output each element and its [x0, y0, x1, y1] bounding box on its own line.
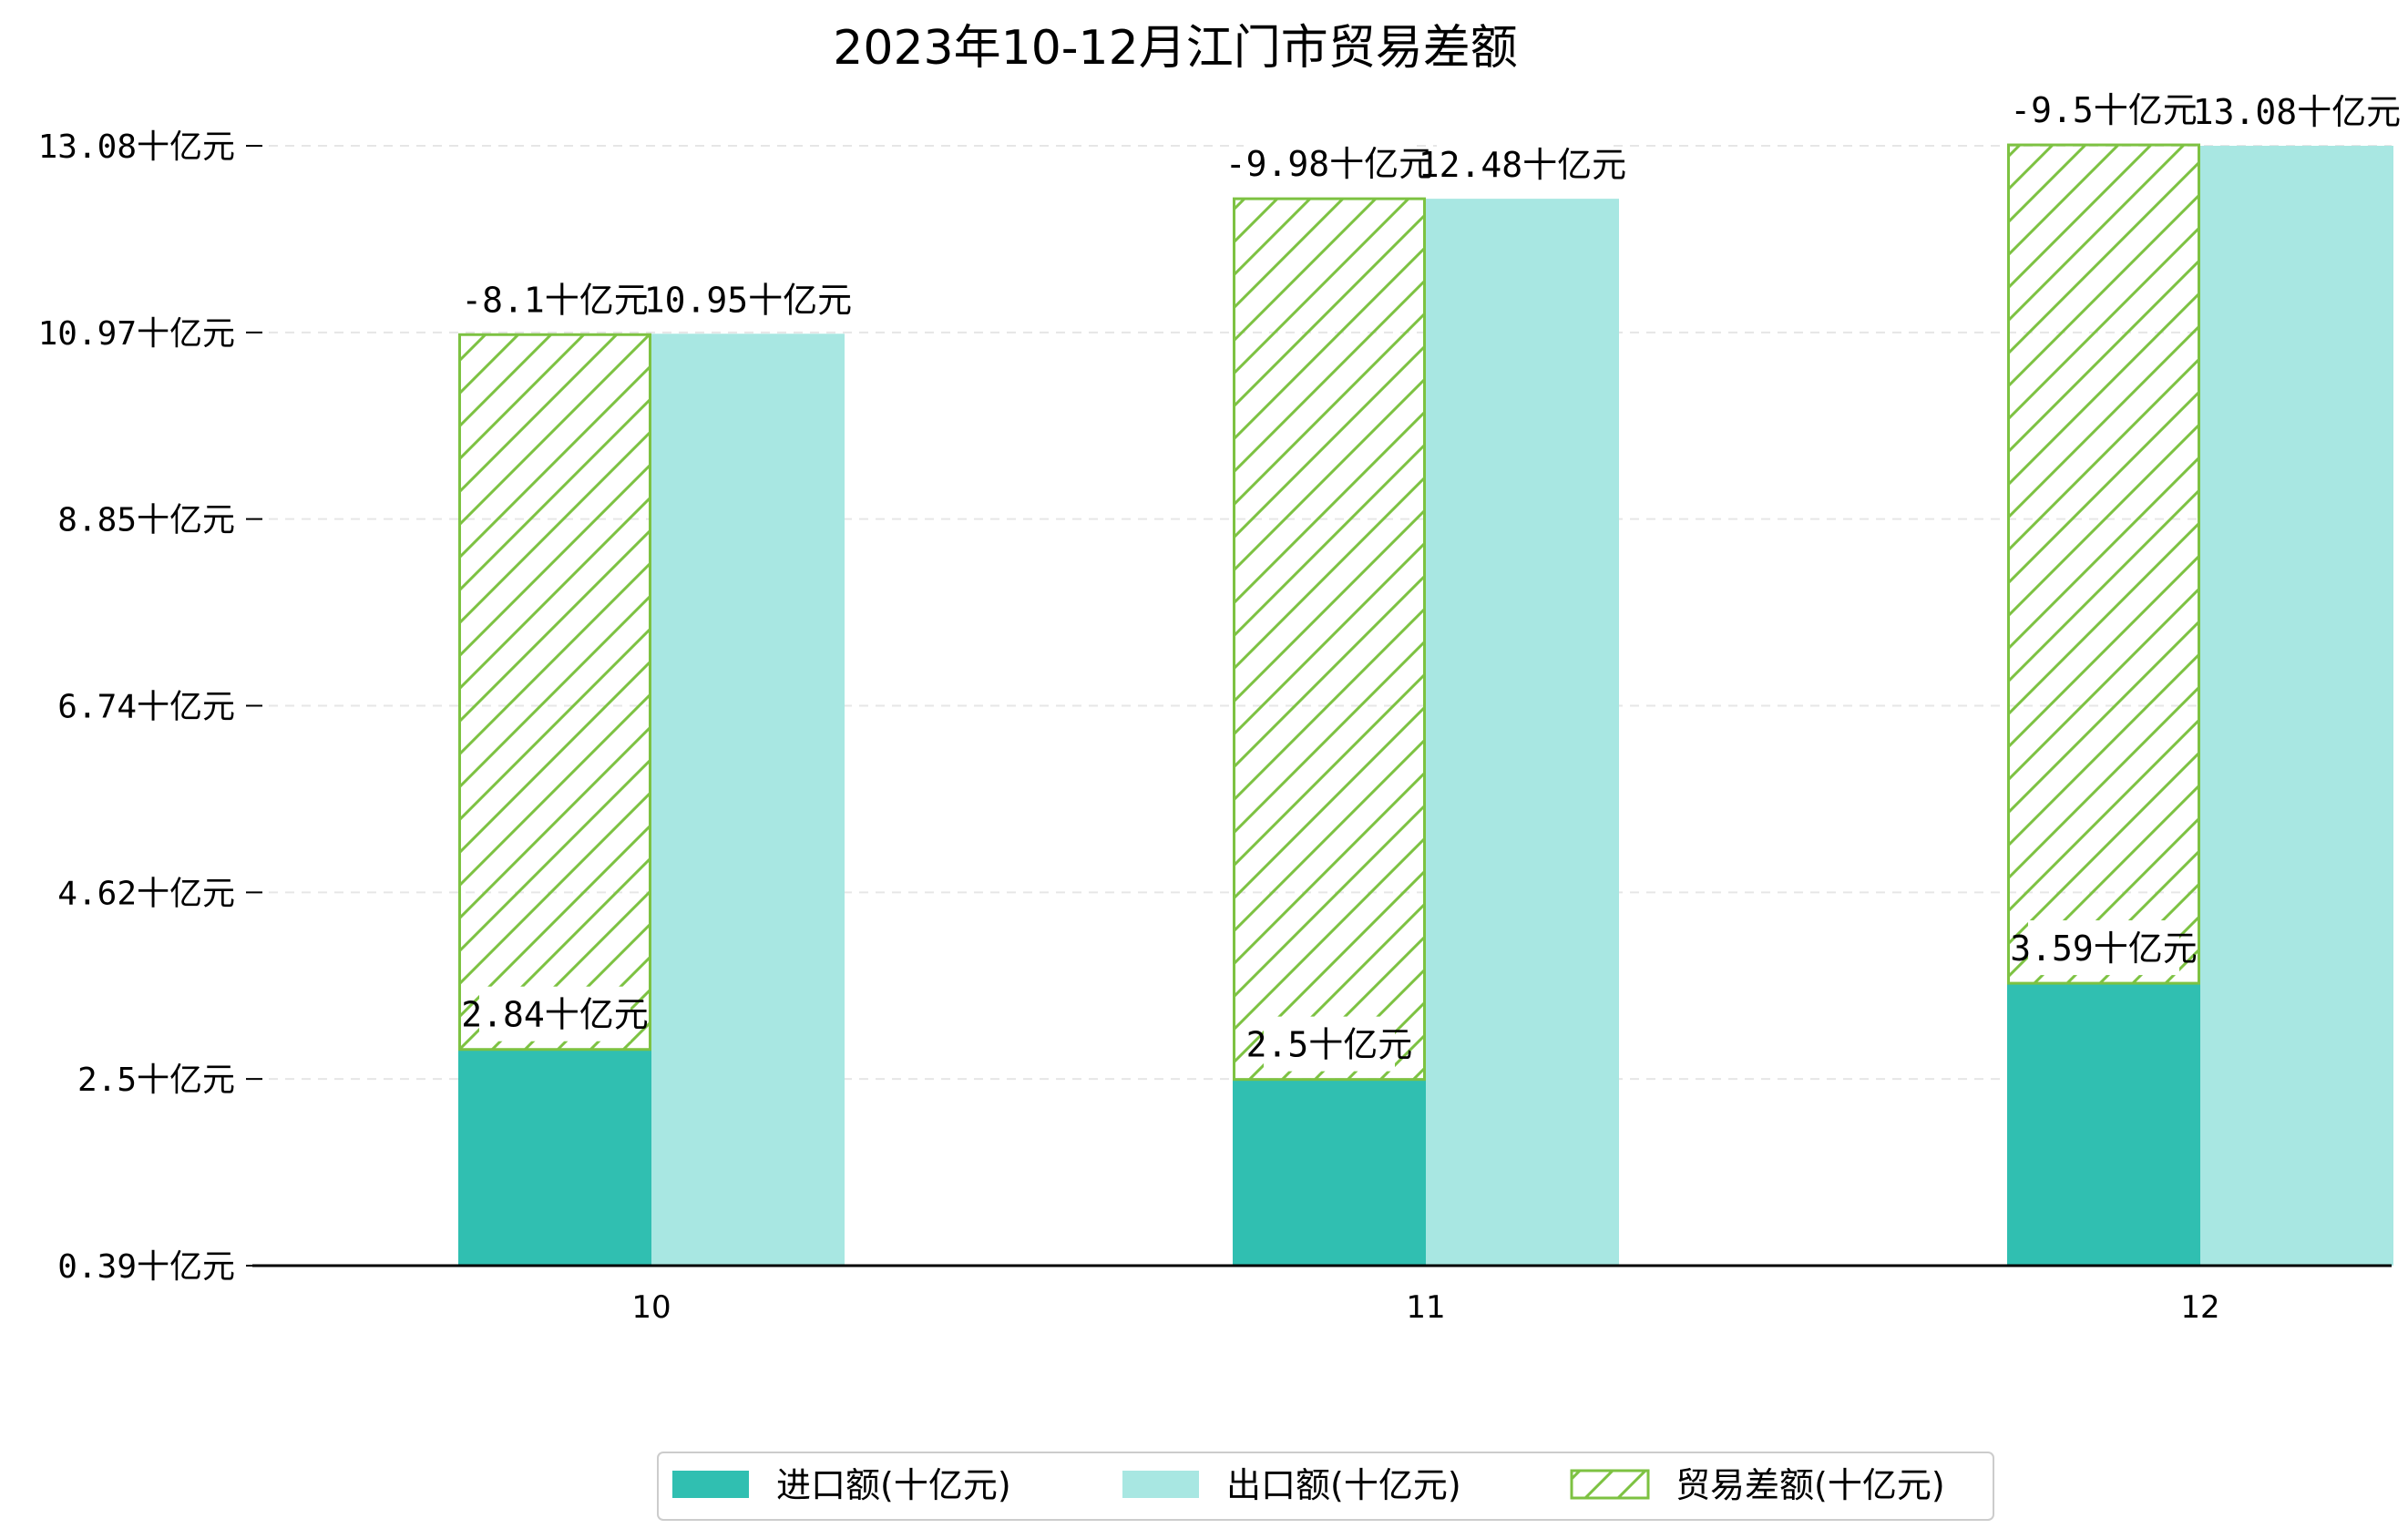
bars	[458, 143, 2393, 1267]
y-tick-label: 2.5十亿元	[77, 1062, 235, 1099]
data-label: -8.1十亿元	[461, 280, 649, 320]
data-label-bg	[2028, 82, 2179, 138]
bar-export	[651, 333, 845, 1267]
x-tick-label: 11	[1406, 1289, 1445, 1326]
data-label-bg	[479, 272, 630, 327]
y-tick-label: 10.97十亿元	[38, 315, 235, 353]
y-tick-label: 13.08十亿元	[38, 128, 235, 166]
chart-title: 2023年10-12月江门市贸易差额	[833, 21, 1517, 76]
legend-label-export: 出口额(十亿元)	[1226, 1465, 1461, 1505]
y-tick-label: 6.74十亿元	[57, 689, 235, 726]
data-label: 10.95十亿元	[644, 280, 852, 320]
data-label: -9.98十亿元	[1225, 144, 1433, 184]
legend-label-import: 进口额(十亿元)	[776, 1465, 1011, 1505]
axes: 0.39十亿元 2.5十亿元 4.62十亿元 6.74十亿元 8.85十亿元 10.97十…	[38, 128, 2392, 1326]
data-label-bg	[662, 272, 834, 327]
bar-export	[2200, 146, 2393, 1266]
data-label-bg	[479, 986, 630, 1041]
legend-frame	[657, 1452, 1994, 1521]
data-label-bg	[1264, 1016, 1395, 1072]
data-label: 12.48十亿元	[1419, 145, 1626, 185]
y-tick-label: 8.85十亿元	[57, 502, 235, 539]
legend: 进口额(十亿元) 出口额(十亿元) 贸易差额(十亿元)	[657, 1452, 1994, 1521]
bar-import	[1233, 1079, 1426, 1266]
bar-trade-balance	[458, 333, 651, 1052]
legend-swatch-import	[672, 1471, 749, 1498]
data-label: 2.5十亿元	[1246, 1025, 1413, 1065]
data-label: 2.84十亿元	[461, 995, 649, 1035]
data-label: -9.5十亿元	[2010, 90, 2198, 130]
data-label-bg	[2211, 84, 2382, 139]
y-tick-label: 4.62十亿元	[57, 875, 235, 912]
x-tick-label: 12	[2180, 1289, 2219, 1326]
data-label: 13.08十亿元	[2193, 92, 2401, 132]
data-label-bg	[2028, 920, 2179, 976]
legend-swatch-balance	[1570, 1469, 1650, 1500]
legend-label-balance: 贸易差额(十亿元)	[1675, 1465, 1945, 1505]
bar-import	[2007, 983, 2200, 1266]
bar-trade-balance	[1233, 197, 1426, 1082]
data-label-bg	[1437, 137, 1608, 192]
legend-swatch-export	[1122, 1471, 1199, 1498]
data-label: 3.59十亿元	[2010, 929, 2198, 969]
y-tick-label: 0.39十亿元	[57, 1248, 235, 1286]
bar-export	[1426, 199, 1619, 1266]
bar-trade-balance	[2007, 143, 2200, 985]
x-tick-label: 10	[631, 1289, 671, 1326]
data-label-bg	[1244, 136, 1415, 191]
bar-import	[458, 1049, 651, 1266]
